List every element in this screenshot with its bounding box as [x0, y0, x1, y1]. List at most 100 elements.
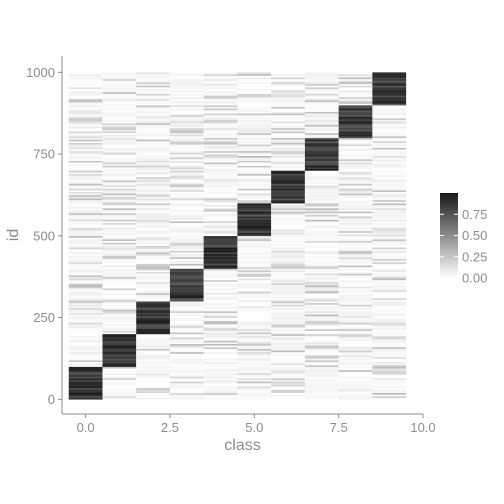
- heatmap-cell: [271, 314, 305, 317]
- heatmap-cell: [136, 311, 170, 313]
- heatmap-cell: [169, 379, 204, 382]
- heatmap-cell: [338, 160, 373, 163]
- heatmap-cell: [102, 255, 137, 258]
- heatmap-cell: [338, 147, 373, 150]
- heatmap-cell: [102, 134, 137, 137]
- heatmap-cell: [237, 100, 272, 103]
- heatmap-cell: [338, 82, 373, 85]
- heatmap-cell: [304, 296, 339, 299]
- heatmap-cell: [169, 152, 204, 155]
- heatmap-cell: [68, 333, 103, 336]
- heatmap-cell: [304, 180, 339, 183]
- heatmap-cell: [338, 291, 373, 294]
- heatmap-cell: [136, 301, 170, 304]
- heatmap-cell: [102, 329, 137, 331]
- heatmap-cell: [372, 361, 407, 364]
- heatmap-cell: [372, 201, 407, 204]
- heatmap-cell: [68, 142, 103, 145]
- heatmap-cell: [68, 113, 103, 116]
- heatmap-cell: [68, 230, 103, 233]
- heatmap-cell: [203, 196, 238, 199]
- heatmap-cell: [338, 132, 373, 135]
- heatmap-cell: [68, 366, 103, 369]
- heatmap-cell: [237, 270, 272, 273]
- heatmap-cell: [203, 129, 238, 132]
- heatmap-cell: [372, 373, 407, 376]
- heatmap-cell: [338, 297, 373, 300]
- heatmap-cell: [102, 320, 137, 323]
- heatmap-cell: [102, 181, 137, 184]
- heatmap-cell: [304, 176, 339, 179]
- heatmap-cell: [338, 217, 373, 220]
- heatmap-cell: [271, 268, 305, 271]
- heatmap-cell: [237, 271, 272, 274]
- heatmap-cell: [271, 378, 305, 380]
- heatmap-cell: [169, 345, 204, 348]
- heatmap-cell: [237, 237, 272, 240]
- heatmap-cell: [237, 263, 272, 266]
- heatmap-cell: [372, 338, 407, 341]
- heatmap-cell: [102, 232, 137, 235]
- heatmap-cell: [169, 361, 204, 364]
- heatmap-cell: [237, 226, 272, 228]
- heatmap-cell: [203, 294, 238, 297]
- heatmap-cell: [136, 281, 170, 284]
- heatmap-cell: [338, 183, 373, 186]
- heatmap-cell: [169, 221, 204, 224]
- heatmap-cell: [102, 180, 137, 183]
- heatmap-cell: [304, 77, 339, 80]
- heatmap-cell: [237, 338, 272, 341]
- heatmap-cell: [68, 374, 103, 377]
- heatmap-cell: [169, 154, 204, 157]
- x-axis-title: class: [224, 437, 260, 454]
- heatmap-cell: [304, 165, 339, 168]
- heatmap-cell: [372, 309, 407, 312]
- heatmap-cell: [338, 178, 373, 181]
- heatmap-cell: [304, 216, 339, 219]
- heatmap-cell: [304, 167, 339, 170]
- heatmap-cell: [372, 327, 407, 330]
- heatmap-cell: [169, 273, 204, 276]
- heatmap-cell: [169, 237, 204, 240]
- heatmap-cell: [372, 312, 407, 315]
- heatmap-cell: [102, 72, 137, 75]
- heatmap-cell: [372, 253, 407, 256]
- heatmap-cell: [271, 353, 305, 356]
- heatmap-cell: [102, 77, 137, 80]
- heatmap-cell: [203, 288, 238, 291]
- heatmap-cell: [136, 391, 170, 394]
- heatmap-cell: [304, 239, 339, 242]
- heatmap-cell: [102, 268, 137, 271]
- heatmap-cell: [271, 230, 305, 233]
- heatmap-cell: [203, 103, 238, 106]
- heatmap-cell: [169, 203, 204, 206]
- heatmap-cell: [304, 201, 339, 204]
- heatmap-cell: [68, 194, 103, 197]
- heatmap-cell: [136, 325, 170, 328]
- heatmap-cell: [102, 147, 137, 150]
- heatmap-cell: [169, 209, 204, 212]
- heatmap-cell: [102, 356, 137, 359]
- heatmap-cell: [169, 111, 204, 114]
- heatmap-cell: [372, 294, 407, 297]
- heatmap-cell: [304, 211, 339, 214]
- heatmap-cell: [136, 265, 170, 268]
- heatmap-cell: [136, 93, 170, 96]
- heatmap-cell: [271, 136, 305, 139]
- heatmap-cell: [271, 324, 305, 327]
- heatmap-cell: [68, 271, 103, 274]
- heatmap-cell: [203, 346, 238, 349]
- heatmap-cell: [203, 100, 238, 103]
- heatmap-cell: [372, 311, 407, 313]
- heatmap-cell: [68, 87, 103, 89]
- heatmap-cell: [102, 314, 137, 317]
- heatmap-cell: [68, 345, 103, 348]
- heatmap-cell: [68, 190, 103, 192]
- heatmap-cell: [136, 193, 170, 196]
- heatmap-cell: [271, 186, 305, 189]
- heatmap-cell: [304, 374, 339, 377]
- heatmap-cell: [136, 191, 170, 194]
- heatmap-cell: [203, 301, 238, 304]
- heatmap-cell: [169, 150, 204, 153]
